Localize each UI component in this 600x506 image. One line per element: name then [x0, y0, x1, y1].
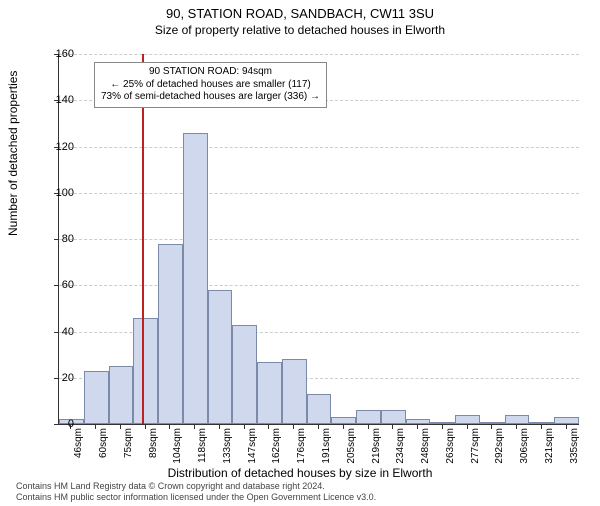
reference-line	[142, 54, 144, 424]
histogram-bar	[331, 417, 356, 424]
plot-area	[58, 54, 579, 425]
histogram-bar	[455, 415, 480, 424]
ytick-label: 120	[44, 141, 74, 153]
xtick-mark	[244, 424, 245, 429]
ytick-label: 0	[44, 418, 74, 430]
ytick-label: 60	[44, 279, 74, 291]
xtick-mark	[368, 424, 369, 429]
xtick-mark	[541, 424, 542, 429]
xtick-mark	[318, 424, 319, 429]
xtick-mark	[120, 424, 121, 429]
histogram-bar	[381, 410, 406, 424]
y-axis-label: Number of detached properties	[6, 71, 20, 236]
histogram-bar	[183, 133, 208, 424]
histogram-bar	[554, 417, 579, 424]
xtick-mark	[169, 424, 170, 429]
grid-line	[59, 193, 579, 194]
xtick-mark	[194, 424, 195, 429]
xtick-mark	[392, 424, 393, 429]
histogram-bar	[430, 422, 455, 424]
annotation-line3: 73% of semi-detached houses are larger (…	[101, 91, 320, 104]
ytick-label: 80	[44, 233, 74, 245]
ytick-label: 160	[44, 48, 74, 60]
histogram-bar	[529, 422, 554, 424]
histogram-bar	[84, 371, 109, 424]
x-axis-label: Distribution of detached houses by size …	[0, 466, 600, 480]
grid-line	[59, 147, 579, 148]
page-subtitle: Size of property relative to detached ho…	[0, 23, 600, 37]
xtick-mark	[516, 424, 517, 429]
histogram-bar	[505, 415, 530, 424]
histogram-bar	[282, 359, 307, 424]
xtick-mark	[145, 424, 146, 429]
ytick-label: 140	[44, 94, 74, 106]
ytick-label: 40	[44, 326, 74, 338]
xtick-mark	[417, 424, 418, 429]
histogram-bar	[356, 410, 381, 424]
grid-line	[59, 54, 579, 55]
histogram-bar	[232, 325, 257, 424]
attribution-line1: Contains HM Land Registry data © Crown c…	[16, 481, 376, 492]
xtick-mark	[268, 424, 269, 429]
xtick-mark	[219, 424, 220, 429]
xtick-mark	[491, 424, 492, 429]
annotation-box: 90 STATION ROAD: 94sqm ← 25% of detached…	[94, 62, 327, 108]
page-title: 90, STATION ROAD, SANDBACH, CW11 3SU	[0, 6, 600, 21]
histogram-bar	[208, 290, 233, 424]
histogram-bar	[307, 394, 332, 424]
chart-area: 90 STATION ROAD: 94sqm ← 25% of detached…	[58, 54, 578, 424]
histogram-bar	[109, 366, 134, 424]
attribution-line2: Contains HM public sector information li…	[16, 492, 376, 503]
histogram-bar	[158, 244, 183, 424]
ytick-label: 100	[44, 187, 74, 199]
histogram-bar	[133, 318, 158, 424]
grid-line	[59, 239, 579, 240]
xtick-mark	[566, 424, 567, 429]
xtick-mark	[467, 424, 468, 429]
xtick-mark	[442, 424, 443, 429]
annotation-line1: 90 STATION ROAD: 94sqm	[101, 66, 320, 79]
xtick-mark	[343, 424, 344, 429]
xtick-mark	[293, 424, 294, 429]
annotation-line2: ← 25% of detached houses are smaller (11…	[101, 79, 320, 92]
xtick-mark	[95, 424, 96, 429]
grid-line	[59, 285, 579, 286]
histogram-bar	[257, 362, 282, 424]
ytick-label: 20	[44, 372, 74, 384]
